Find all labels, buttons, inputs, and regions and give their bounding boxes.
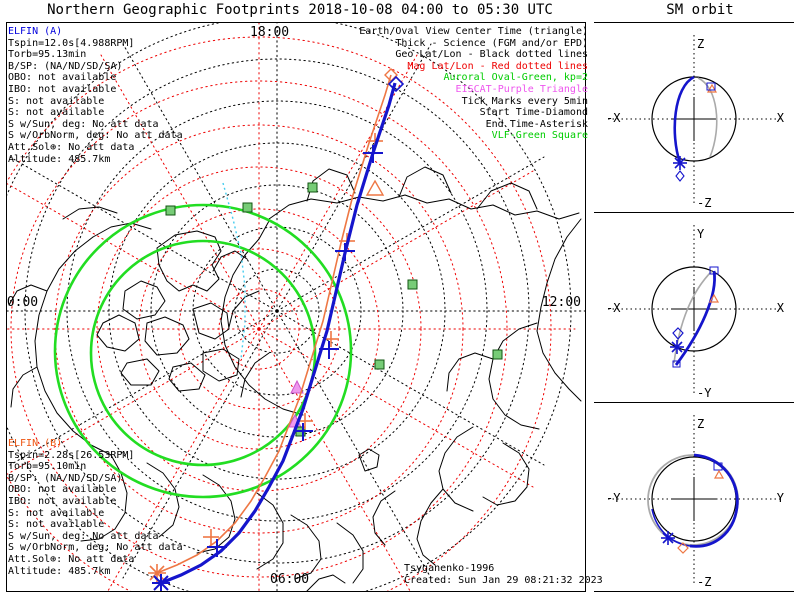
probe-b-line-7: S w/Sun, deg: No att data — [8, 530, 159, 542]
sm-orbit-title: SM orbit — [666, 2, 734, 18]
model-name: Tsyganenko-1996 — [404, 563, 495, 574]
probe-b-line-9: Att.Sol⊕: No att data — [8, 553, 135, 565]
sm-panel-xz-graphic — [608, 35, 782, 203]
terminator-line — [222, 182, 246, 360]
probe-b-line-4: IBO: not available — [8, 495, 117, 507]
sm-yz-axis-right: Y — [776, 491, 784, 505]
probe-b-title: ELFIN (B) — [8, 438, 63, 449]
created-timestamp: Created: Sun Jan 29 08:21:32 2023 — [404, 574, 603, 586]
legend-item-2: Geo Lat/Lon - Black dotted lines — [395, 49, 588, 61]
probe-a-title: ELFIN (A) — [8, 26, 63, 37]
probe-b-line-2: B/SP: (NA/ND/SD/SA) — [8, 472, 123, 484]
clock-label-top: 18:00 — [250, 25, 290, 40]
vlf-square — [242, 202, 253, 213]
probe-a-line-5: S: not available — [8, 95, 105, 107]
vlf-square — [165, 205, 176, 216]
map-legend: Earth/Oval View Center Time (triangle) T… — [359, 26, 588, 142]
probe-a-start-diamond — [387, 75, 405, 93]
sm-panel-yz[interactable]: Z -Y Y -Z — [594, 402, 794, 592]
probe-a-line-3: OBO: not available — [8, 72, 117, 84]
vlf-squares — [165, 182, 503, 437]
vlf-square — [307, 182, 318, 193]
sm-yz-axis-left: -Y — [606, 491, 621, 505]
legend-item-3: Mag Lat/Lon - Red dotted lines — [407, 60, 588, 72]
auroral-oval — [53, 203, 353, 499]
page-title: Northern Geographic Footprints 2018-10-0… — [47, 2, 553, 18]
probe-a-tickmarks — [207, 145, 383, 557]
probe-a-line-4: IBO: not available — [8, 83, 117, 95]
probe-b-line-5: S: not available — [8, 507, 105, 519]
probe-a-line-0: Tspin=12.0s[4.988RPM] — [8, 37, 135, 49]
legend-item-4: Auroral Oval-Green, kp=2 — [443, 72, 589, 84]
sm-panel-xy[interactable]: Y -X X -Y — [594, 212, 794, 402]
sm-xy-axis-left: -X — [606, 301, 621, 315]
probe-a-line-6: S: not available — [8, 107, 105, 119]
clock-label-right: 12:00 — [541, 295, 581, 310]
legend-item-5: EISCAT-Purple Triangle — [455, 83, 588, 95]
probe-b-line-1: Torb=95.10min — [8, 461, 87, 473]
sm-panel-xz[interactable]: Z -X X -Z — [594, 22, 794, 212]
sm-xy-axis-right: X — [776, 301, 784, 315]
probe-b-line-6: S: not available — [8, 519, 105, 531]
sm-panel-yz-graphic — [608, 415, 782, 583]
sm-yz-axis-bottom: -Z — [697, 575, 712, 589]
probe-b-line-8: S w/OrbNorm, deg: No att data — [8, 542, 183, 554]
eiscat-triangle — [290, 379, 304, 394]
probe-b-line-10: Altitude: 485.7km — [8, 565, 111, 577]
sm-xz-axis-bottom: -Z — [697, 196, 712, 210]
legend-item-1: Thick - Science (FGM and/or EPD) — [395, 37, 588, 49]
sm-xy-axis-top: Y — [697, 227, 705, 241]
probe-b-line-0: Tspin=2.28s[26.53RPM] — [8, 449, 135, 461]
vlf-square — [374, 359, 385, 370]
sm-xz-axis-top: Z — [697, 37, 705, 51]
coastlines — [8, 166, 582, 591]
probe-a-footprint — [152, 75, 405, 591]
polar-map-panel[interactable]: 18:00 12:00 06:00 00:00 — [6, 22, 586, 592]
sm-xz-axis-left: -X — [606, 111, 621, 125]
probe-a-end-asterisk — [152, 574, 170, 591]
vlf-square — [407, 279, 418, 290]
probe-a-line-7: S w/Sun, deg: No att data — [8, 118, 159, 130]
probe-a-line-9: Att.Sol⊕: No att data — [8, 141, 135, 153]
credits-block: Tsyganenko-1996 Created: Sun Jan 29 08:2… — [404, 563, 603, 586]
probe-a-line-10: Altitude: 485.7km — [8, 153, 111, 165]
sm-panel-xy-graphic — [608, 225, 782, 393]
geo-longitude-radials — [7, 23, 585, 591]
probe-a-line-2: B/SP: (NA/ND/SD/SA) — [8, 60, 123, 72]
probe-b-info-block: ELFIN (B) Tspin=2.28s[26.53RPM] Torb=95.… — [8, 438, 183, 577]
clock-label-left: 00:00 — [6, 295, 39, 310]
sm-xy-axis-bottom: -Y — [697, 386, 712, 400]
sm-orbit-column: Z -X X -Z — [594, 22, 794, 592]
legend-item-8: End Time-Asterisk — [485, 118, 588, 130]
legend-item-0: Earth/Oval View Center Time (triangle) — [359, 26, 588, 37]
legend-item-6: Tick Marks every 5min — [461, 95, 588, 107]
probe-a-line-1: Torb=95.13min — [8, 49, 87, 61]
polar-map-graphic — [7, 23, 585, 591]
probe-a-info-block: ELFIN (A) Tspin=12.0s[4.988RPM] Torb=95.… — [8, 26, 183, 165]
view-center-triangle — [365, 179, 385, 196]
sm-xz-axis-right: X — [776, 111, 784, 125]
vlf-square — [492, 349, 503, 360]
clock-label-bottom: 06:00 — [270, 572, 310, 587]
probe-b-line-3: OBO: not available — [8, 484, 117, 496]
legend-item-7: Start Time-Diamond — [479, 107, 588, 119]
sm-yz-axis-top: Z — [697, 417, 705, 431]
probe-a-line-8: S w/OrbNorm, deg: No att data — [8, 130, 183, 142]
legend-item-9: VLF-Green Square — [491, 130, 588, 142]
